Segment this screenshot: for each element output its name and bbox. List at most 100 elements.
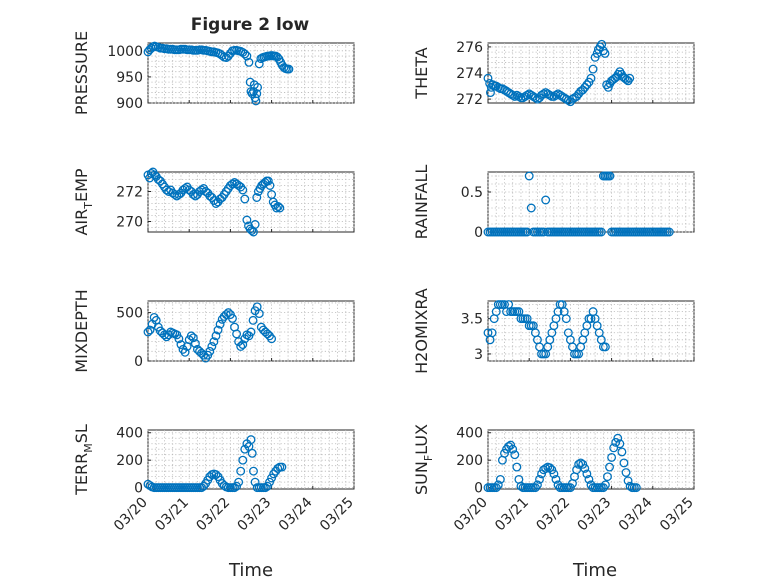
data-point	[510, 92, 520, 101]
x-tick-label: 03/25	[657, 495, 697, 535]
data-point	[190, 339, 200, 349]
plot-area	[487, 171, 695, 233]
subplot-3: 270 272 AIRTEMP	[72, 167, 355, 237]
data-point	[545, 463, 555, 473]
data-point	[598, 483, 608, 493]
data-point	[211, 470, 221, 480]
y-tick-label: 276	[456, 40, 483, 56]
data-point	[609, 443, 619, 453]
subplot-6: 3 3.5 H2OMIXRA	[412, 288, 695, 374]
data-point	[600, 342, 610, 352]
data-point	[631, 483, 641, 493]
data-point	[514, 92, 524, 101]
data-point	[491, 483, 501, 493]
data-point	[238, 340, 248, 349]
x-tick-label: 03/23	[575, 495, 615, 535]
y-tick-label: 272	[116, 185, 143, 201]
data-point	[250, 220, 260, 229]
data-point	[252, 193, 262, 202]
data-point	[272, 203, 281, 213]
data-point	[236, 342, 246, 351]
y-tick-label: 0	[134, 354, 143, 370]
data-point	[621, 468, 631, 477]
y-tick-label: 274	[456, 66, 483, 82]
y-tick-label: 3	[474, 347, 483, 363]
data-point	[211, 331, 221, 341]
data-point	[541, 463, 551, 473]
data-point	[625, 481, 635, 491]
data-point	[145, 481, 155, 491]
data-point	[265, 181, 275, 190]
data-point	[541, 195, 551, 205]
data-point	[240, 194, 250, 204]
data-point	[277, 462, 287, 472]
data-point	[500, 448, 509, 458]
x-axis-label-left: Time	[228, 560, 273, 581]
data-point	[483, 73, 493, 83]
y-axis-label: TERRMSL	[72, 424, 95, 496]
data-point	[508, 444, 518, 454]
data-point	[228, 313, 237, 323]
x-axis-label-right: Time	[572, 560, 617, 581]
data-point	[545, 90, 555, 100]
data-point	[623, 476, 633, 486]
data-point	[605, 171, 615, 181]
y-tick-label: 900	[116, 96, 143, 112]
data-point	[267, 473, 277, 483]
plot-area	[487, 429, 695, 490]
data-point	[221, 310, 231, 319]
data-point	[495, 474, 505, 484]
x-tick-label: 03/22	[533, 495, 573, 535]
y-axis-label: H2OMIXRA	[412, 288, 431, 374]
x-tick-label: 03/20	[451, 495, 491, 535]
data-point	[247, 448, 257, 458]
figure-title: Figure 2 low	[191, 15, 310, 35]
data-point	[487, 328, 497, 338]
data-point	[605, 462, 614, 472]
subplot-5: 0 500 MIXDEPTH	[72, 289, 355, 373]
data-point	[186, 331, 196, 341]
data-point	[242, 51, 252, 61]
data-point	[252, 89, 262, 99]
data-point	[267, 334, 277, 344]
data-point	[526, 203, 536, 213]
x-tick-label: 03/24	[616, 494, 656, 534]
data-point	[232, 481, 242, 491]
plot-area	[147, 171, 355, 233]
data-point	[537, 469, 547, 479]
data-point	[584, 474, 594, 484]
y-tick-label: 400	[456, 426, 483, 442]
data-point	[143, 327, 153, 337]
data-point	[551, 474, 561, 484]
data-point	[565, 483, 575, 493]
data-point	[578, 459, 588, 469]
data-point	[574, 459, 584, 469]
y-tick-label: 200	[116, 453, 143, 469]
data-point	[615, 439, 625, 449]
data-point	[273, 463, 283, 473]
data-point	[228, 179, 237, 189]
data-point	[532, 480, 542, 490]
plot-area	[147, 429, 355, 490]
data-point	[596, 227, 606, 237]
data-point	[576, 458, 586, 468]
data-point	[486, 88, 495, 98]
subplot-4: 0 0.5 RAINFALL	[412, 165, 695, 241]
data-point	[246, 327, 256, 337]
data-point	[603, 472, 612, 482]
data-point	[582, 469, 592, 479]
x-tick-label: 03/23	[235, 495, 275, 535]
data-point	[223, 308, 233, 318]
data-point	[512, 462, 522, 472]
data-point	[273, 202, 283, 211]
y-tick-label: 3.5	[461, 312, 483, 328]
data-point	[230, 483, 239, 493]
data-point	[547, 465, 557, 475]
subplot-2: 272 274 276 THETA	[412, 39, 695, 108]
data-point	[249, 466, 258, 476]
data-point	[188, 333, 198, 343]
y-tick-label: 0.5	[461, 185, 483, 201]
data-point	[586, 73, 596, 83]
x-tick-label: 03/20	[111, 495, 151, 535]
